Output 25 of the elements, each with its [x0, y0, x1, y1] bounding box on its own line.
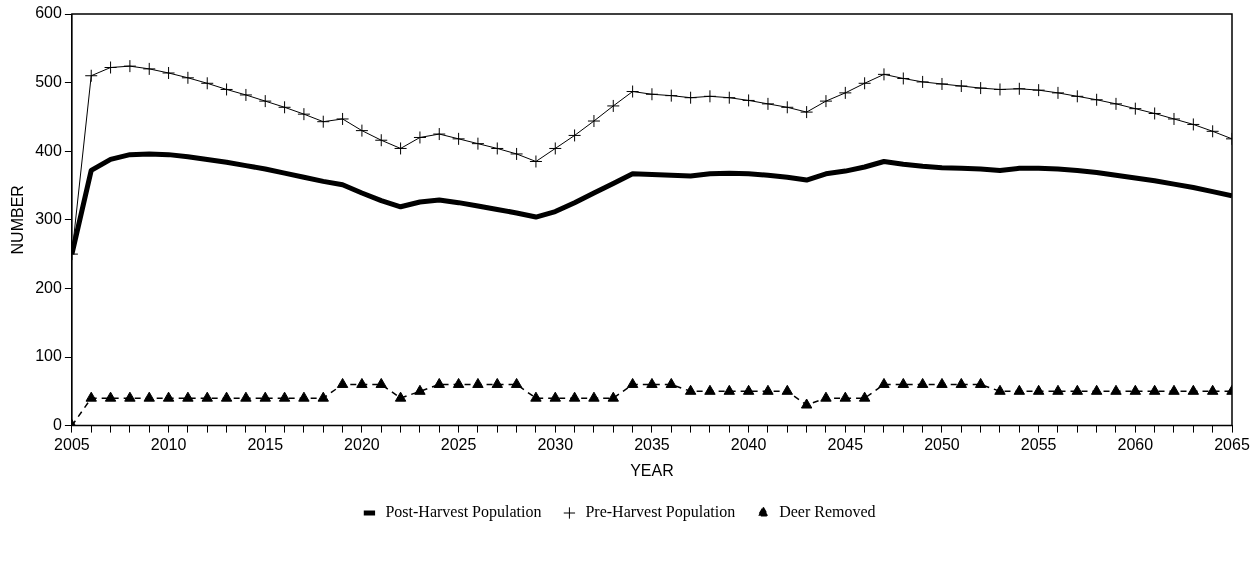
x-tick-label: 2025	[440, 435, 477, 453]
y-tick-label: 500	[35, 73, 62, 91]
x-tick-label: 2015	[247, 435, 284, 453]
x-tick-label: 2060	[1117, 435, 1154, 453]
x-tick-label: 2035	[634, 435, 670, 453]
x-tick-label: 2030	[537, 435, 574, 453]
legend-label: Pre-Harvest Population	[585, 503, 736, 522]
x-tick-label: 2005	[54, 435, 90, 453]
x-tick-label: 2040	[730, 435, 767, 453]
x-tick-label: 2055	[1020, 435, 1057, 453]
x-axis-title: YEAR	[630, 461, 674, 479]
x-tick-label: 2020	[344, 435, 380, 453]
x-tick-label: 2010	[150, 435, 187, 453]
y-tick-label: 600	[35, 4, 62, 22]
y-tick-label: 100	[35, 347, 62, 365]
legend-label: Deer Removed	[779, 503, 876, 521]
y-tick-label: 200	[35, 278, 62, 296]
y-tick-label: 0	[52, 416, 62, 434]
x-tick-label: 2050	[924, 435, 960, 453]
y-axis-title: NUMBER	[9, 185, 27, 255]
x-tick-label: 2065	[1214, 435, 1250, 453]
x-tick-label: 2045	[827, 435, 864, 453]
legend-label: Post-Harvest Population	[385, 503, 542, 522]
y-tick-label: 400	[35, 141, 62, 159]
y-tick-label: 300	[35, 210, 62, 228]
